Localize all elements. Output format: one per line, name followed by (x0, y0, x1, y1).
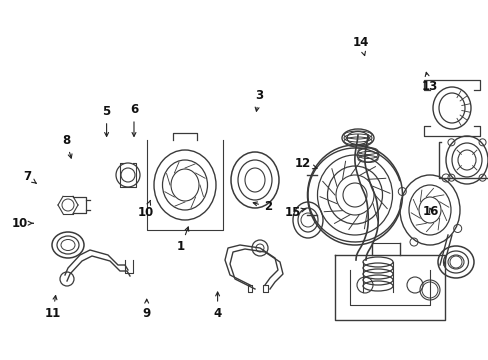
Text: 15: 15 (284, 206, 305, 219)
Text: 1: 1 (177, 227, 188, 253)
Text: 9: 9 (142, 299, 150, 320)
Text: 10: 10 (137, 201, 154, 219)
Text: 10: 10 (11, 217, 33, 230)
Text: 14: 14 (352, 36, 368, 55)
Text: 3: 3 (255, 89, 263, 111)
Text: 2: 2 (253, 201, 271, 213)
Text: 8: 8 (62, 134, 72, 158)
Text: 12: 12 (294, 157, 316, 170)
Text: 7: 7 (23, 170, 36, 183)
Text: 11: 11 (44, 296, 61, 320)
Text: 16: 16 (422, 205, 439, 218)
Text: 5: 5 (102, 105, 110, 136)
Text: 4: 4 (213, 292, 221, 320)
Text: 6: 6 (130, 103, 138, 136)
Text: 13: 13 (420, 72, 437, 93)
